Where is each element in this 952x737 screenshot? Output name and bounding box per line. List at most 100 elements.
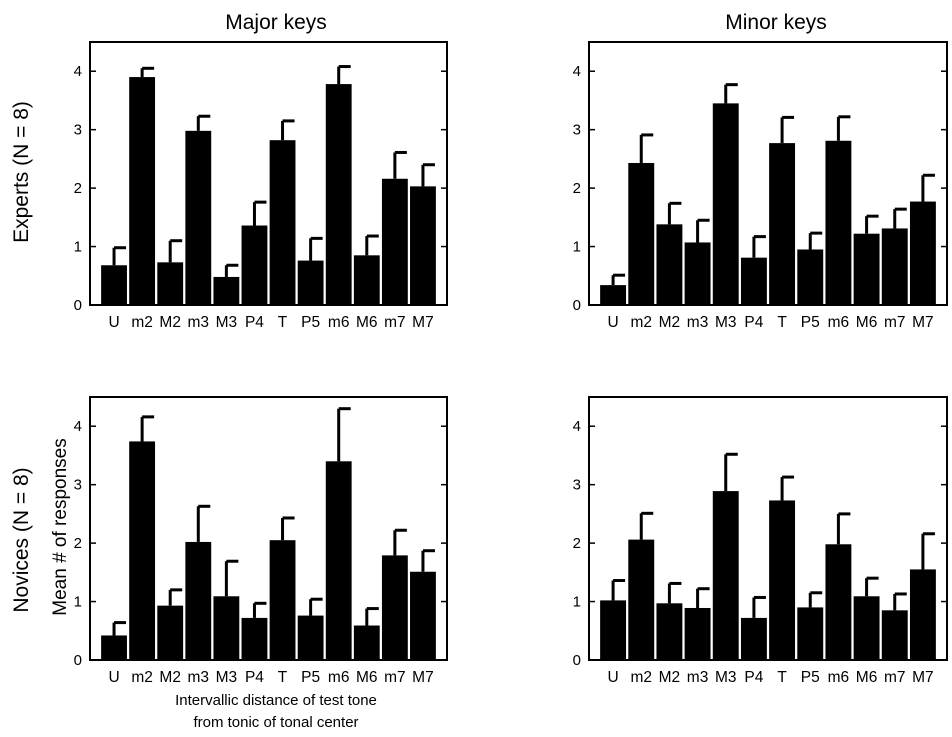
y-tick-label: 1 [74, 239, 82, 256]
x-tick-label: P5 [801, 314, 820, 331]
x-tick-label: M7 [412, 669, 434, 686]
y-tick-label: 1 [573, 594, 581, 611]
bar-m7 [381, 178, 408, 305]
x-tick-label: M7 [912, 669, 934, 686]
plot-frame [89, 41, 448, 306]
bar-U [600, 285, 627, 305]
x-tick-label: M7 [412, 314, 434, 331]
y-tick-label: 4 [573, 63, 581, 80]
x-tick-label: P5 [301, 669, 320, 686]
y-tick-label: 3 [573, 122, 581, 139]
bar-M2 [656, 224, 683, 305]
bar-M2 [157, 262, 184, 305]
bar-m2 [129, 441, 156, 660]
y-tick-label: 4 [573, 418, 581, 435]
bar-M6 [353, 255, 380, 305]
bar-T [269, 540, 296, 660]
bar-M7 [410, 186, 436, 305]
x-tick-label: m2 [131, 314, 153, 331]
x-tick-label: m6 [828, 669, 850, 686]
bar-m2 [628, 539, 655, 660]
bar-M3 [712, 103, 739, 305]
col-title-major: Major keys [225, 11, 327, 34]
y-tick-label: 4 [74, 418, 82, 435]
x-tick-label: P4 [744, 314, 763, 331]
bar-M7 [909, 569, 936, 660]
bar-M2 [157, 605, 184, 660]
y-tick-label: 0 [74, 297, 82, 314]
bar-M2 [656, 603, 683, 660]
x-tick-label: m2 [630, 669, 652, 686]
bar-m6 [825, 140, 852, 305]
y-tick-label: 0 [573, 652, 581, 669]
x-tick-label: U [108, 314, 119, 331]
x-tick-label: M6 [856, 669, 878, 686]
x-tick-label: U [607, 314, 618, 331]
bar-M7 [410, 571, 436, 660]
bar-m7 [881, 228, 908, 305]
x-axis-title-line-2: from tonic of tonal center [193, 714, 358, 731]
x-tick-label: m3 [188, 314, 210, 331]
x-tick-label: M7 [912, 314, 934, 331]
y-tick-label: 3 [74, 122, 82, 139]
bar-U [600, 600, 627, 660]
plot-frame [588, 396, 948, 661]
x-tick-label: M2 [659, 669, 681, 686]
x-tick-label: T [777, 314, 787, 331]
bar-P5 [797, 607, 824, 660]
x-axis-title-line-1: Intervallic distance of test tone [175, 692, 377, 709]
x-tick-label: P4 [744, 669, 763, 686]
bar-P5 [797, 249, 824, 305]
x-tick-label: U [607, 669, 618, 686]
bar-M6 [353, 625, 380, 660]
y-tick-label: 3 [573, 477, 581, 494]
x-tick-label: m7 [384, 314, 406, 331]
row-label-experts: Experts (N = 8) [10, 101, 33, 243]
x-tick-label: P4 [245, 314, 264, 331]
bar-m3 [185, 130, 212, 305]
bar-m3 [185, 541, 212, 660]
x-tick-label: M3 [715, 314, 737, 331]
x-tick-label: M3 [715, 669, 737, 686]
bar-T [769, 500, 796, 660]
y-tick-label: 0 [74, 652, 82, 669]
bar-m7 [881, 610, 908, 660]
x-tick-label: m2 [630, 314, 652, 331]
x-tick-label: m2 [131, 669, 153, 686]
x-tick-label: m7 [884, 669, 906, 686]
x-tick-label: T [278, 669, 288, 686]
bar-M6 [853, 596, 880, 660]
y-tick-label: 2 [74, 180, 82, 197]
x-tick-label: M6 [356, 314, 378, 331]
y-tick-label: 1 [573, 239, 581, 256]
col-title-minor: Minor keys [725, 11, 827, 34]
y-tick-label: 3 [74, 477, 82, 494]
y-axis-title: Mean # of responses [50, 438, 71, 615]
plot-frame [588, 41, 948, 306]
bar-P4 [241, 225, 268, 305]
plot-frame [89, 396, 448, 661]
y-tick-label: 4 [74, 63, 82, 80]
bar-M7 [909, 201, 936, 305]
x-tick-label: M6 [356, 669, 378, 686]
bar-U [101, 265, 127, 305]
bar-M3 [712, 491, 739, 660]
y-tick-label: 2 [573, 535, 581, 552]
x-tick-label: T [777, 669, 787, 686]
x-tick-label: M3 [216, 314, 238, 331]
x-tick-label: m6 [328, 314, 350, 331]
bar-P4 [740, 617, 767, 660]
x-tick-label: m3 [188, 669, 210, 686]
y-tick-label: 0 [573, 297, 581, 314]
x-tick-label: P5 [301, 314, 320, 331]
bar-U [101, 635, 127, 660]
x-tick-label: M2 [159, 314, 181, 331]
bar-P5 [297, 615, 324, 660]
bar-M3 [213, 276, 240, 305]
bar-M3 [213, 596, 240, 660]
bar-P4 [740, 257, 767, 305]
x-tick-label: M2 [659, 314, 681, 331]
